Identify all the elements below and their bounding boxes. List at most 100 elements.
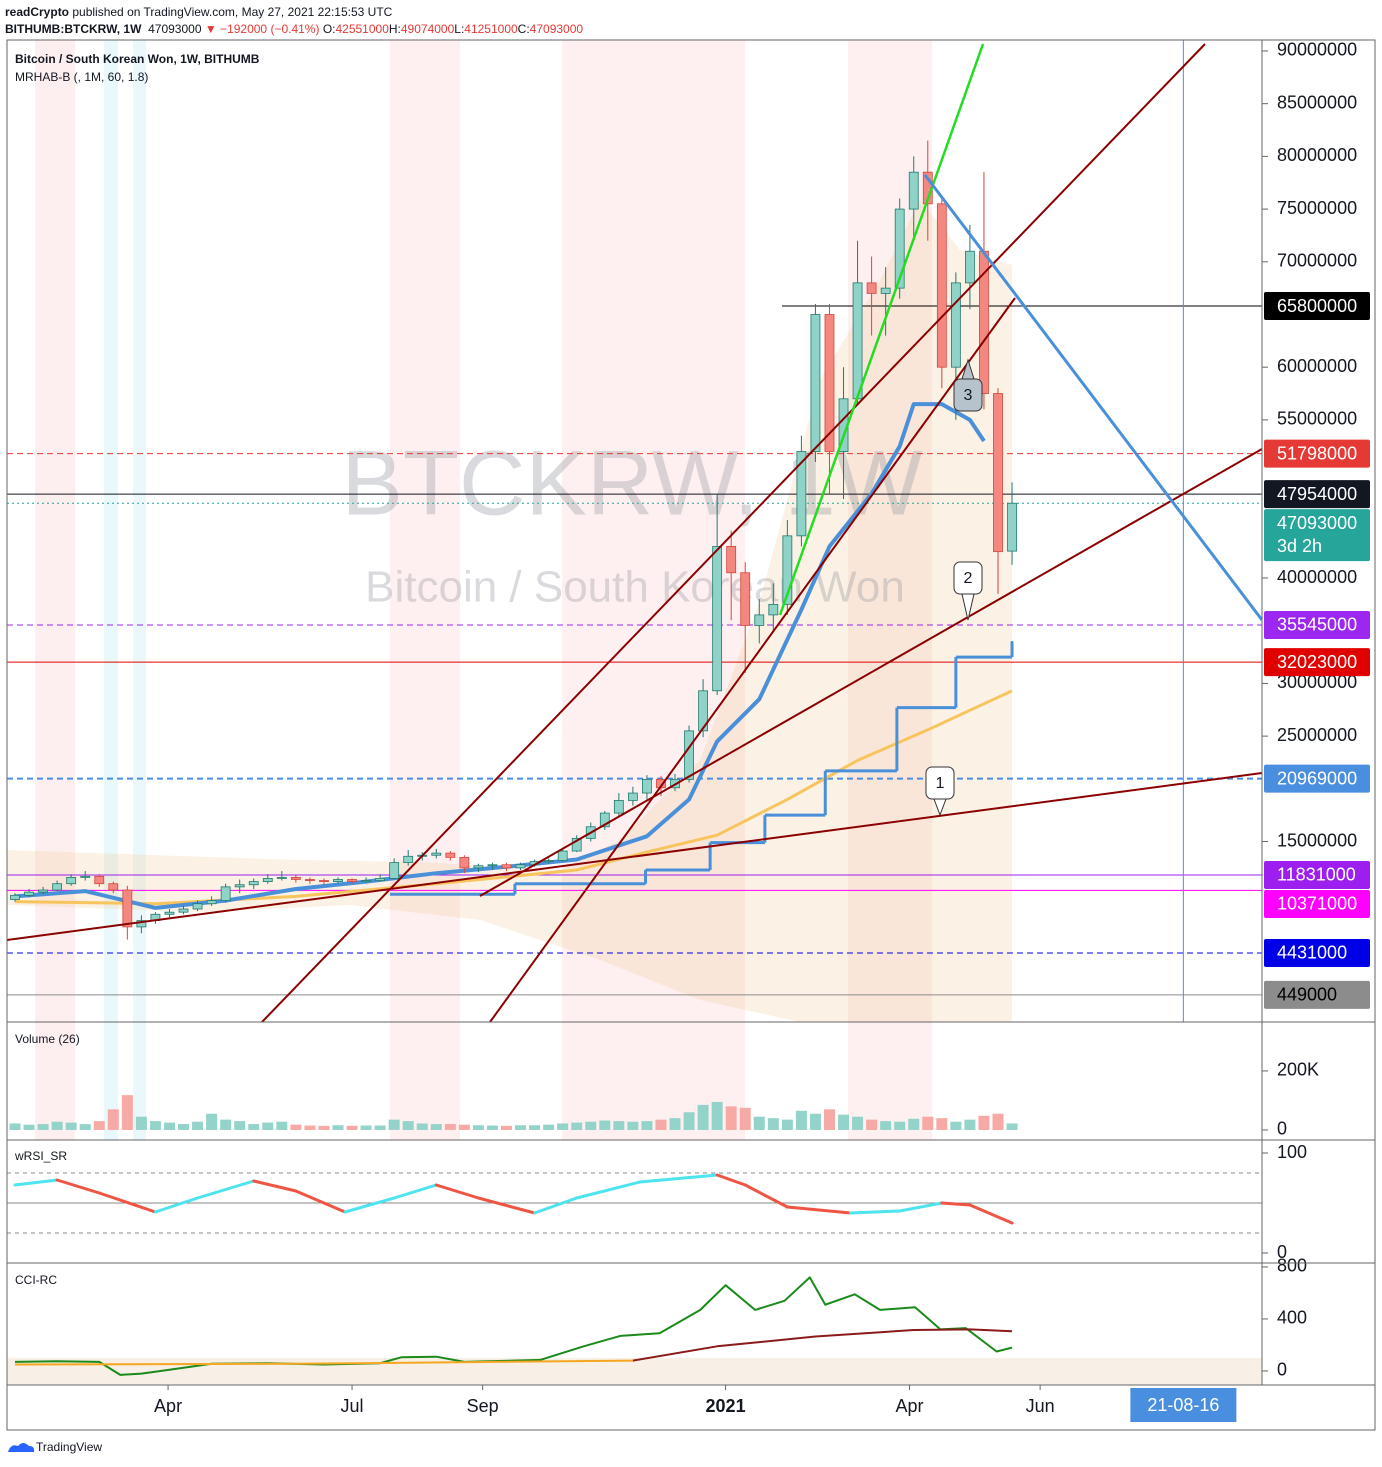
candle-body	[206, 900, 217, 905]
level-label: 32023000	[1277, 652, 1357, 672]
volume-bar	[1006, 1123, 1018, 1130]
frame-border	[6, 39, 1376, 1431]
level-label: 65800000	[1277, 296, 1357, 316]
volume-bar	[192, 1121, 204, 1130]
watermark-title: BTCKRW, 1W	[341, 432, 922, 534]
line-segment	[715, 1173, 747, 1187]
volume-bar	[9, 1123, 21, 1130]
candle-body	[305, 879, 315, 881]
volume-bar	[683, 1112, 695, 1130]
volume-bar	[220, 1119, 232, 1130]
y-tick-label: 0	[1277, 1360, 1287, 1380]
candle-body	[726, 545, 737, 574]
line-segment	[196, 1179, 256, 1200]
line-segment	[97, 1191, 157, 1214]
volume-bar	[486, 1125, 498, 1130]
volume-bar	[838, 1114, 850, 1130]
y-tick-label: 75000000	[1277, 198, 1357, 218]
volume-bar	[613, 1121, 625, 1130]
line-segment	[968, 1203, 1014, 1225]
candle-body	[431, 852, 442, 856]
line-segment	[575, 1180, 642, 1200]
volume-bar	[543, 1124, 555, 1130]
volume-bar	[599, 1120, 611, 1130]
volume-bar	[79, 1124, 91, 1130]
y-tick-label: 25000000	[1277, 725, 1357, 745]
volume-bar	[37, 1124, 49, 1130]
volume-bar	[781, 1119, 793, 1130]
candle-body	[487, 864, 498, 867]
level-label-box	[1264, 509, 1370, 562]
candle-body	[642, 778, 652, 794]
cci-band	[7, 1358, 1262, 1385]
candle-body	[94, 875, 105, 885]
candle-body	[52, 883, 63, 891]
candle-body	[796, 451, 807, 537]
candle-body	[459, 856, 470, 869]
trend-lines	[7, 43, 1262, 1022]
candle-body	[136, 920, 147, 928]
candle-body	[810, 314, 821, 452]
line-segment	[343, 1196, 396, 1214]
volume-bar	[163, 1122, 175, 1130]
line	[14, 689, 1013, 906]
candle-body	[347, 879, 357, 882]
line-segment	[476, 1196, 537, 1215]
y-tick-label: 80000000	[1277, 145, 1357, 165]
candle-body	[571, 837, 582, 852]
y-tick-label: 400	[1277, 1308, 1307, 1328]
level-label-box	[1264, 439, 1370, 468]
callout-box	[953, 561, 983, 595]
level-label: 47954000	[1277, 484, 1357, 504]
volume-bar	[739, 1107, 751, 1130]
callout-box	[925, 766, 955, 800]
header: readCrypto published on TradingView.com,…	[5, 4, 583, 38]
volume-bar	[121, 1095, 133, 1130]
volume-bar	[557, 1123, 569, 1130]
volume-bar	[444, 1124, 456, 1130]
volume-bar	[51, 1121, 63, 1130]
volume-bar	[374, 1125, 386, 1130]
footer: TradingView	[8, 1440, 102, 1454]
level-label: 449000	[1277, 985, 1337, 1005]
trend-line	[923, 174, 1262, 621]
volume-bar	[360, 1125, 372, 1130]
candle-body	[220, 886, 231, 901]
level-label: 11831000	[1277, 865, 1356, 885]
line-segment	[55, 1178, 101, 1195]
ohlc-value: 47093000	[529, 22, 584, 36]
ohlc-label: O:	[322, 22, 336, 36]
candle-body	[80, 875, 91, 878]
level-label-box	[1264, 889, 1370, 918]
y-tick-label: 100	[1277, 1142, 1307, 1162]
pane	[14, 1276, 1013, 1376]
level-label: 35545000	[1277, 615, 1357, 635]
candle-body	[10, 894, 20, 900]
axis-layer: Bitcoin / South Korean Won, 1W, BITHUMB 1…	[14, 40, 1370, 1422]
line-segment	[13, 1178, 59, 1187]
y-tick-label: 200K	[1277, 1060, 1319, 1080]
pane-title: Volume (26)	[15, 1032, 80, 1046]
strip	[390, 40, 460, 1140]
level-label-box	[1264, 980, 1370, 1009]
candle-body	[38, 889, 48, 893]
level-countdown: 3d 2h	[1277, 536, 1322, 556]
volume-bar	[458, 1124, 470, 1130]
candle-body	[754, 614, 765, 626]
line-segment	[898, 1201, 944, 1213]
callout-label: 2	[964, 570, 973, 587]
level-label-box	[1264, 764, 1370, 793]
y-tick-label: 60000000	[1277, 356, 1357, 376]
volume-bar	[992, 1113, 1004, 1130]
pane-title: wRSI_SR	[14, 1149, 67, 1163]
y-tick-label: 90000000	[1277, 40, 1357, 60]
volume-bar	[304, 1125, 316, 1130]
ohlc-label: L:	[454, 22, 465, 36]
candle-body	[24, 891, 34, 896]
volume-bar	[795, 1110, 807, 1130]
line-segment	[785, 1205, 853, 1215]
candle-body	[1007, 502, 1017, 552]
candle-body	[557, 850, 568, 861]
x-tick-label: Apr	[896, 1396, 924, 1416]
last-price: 47093000	[148, 22, 202, 36]
